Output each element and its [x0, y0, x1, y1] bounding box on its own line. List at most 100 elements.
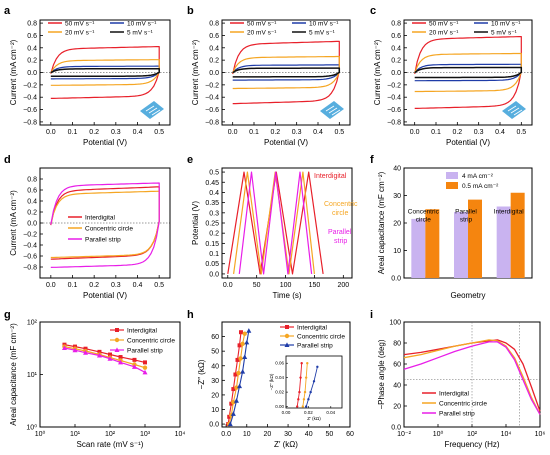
- inset-point: [299, 376, 302, 379]
- y-tick-label: −0.2: [23, 232, 37, 239]
- y-tick-label: 20: [393, 221, 401, 228]
- inset-y-tick-label: 0.06: [275, 361, 284, 366]
- panel-letter-i: i: [370, 309, 373, 321]
- legend-label: 50 mV s⁻¹: [247, 21, 277, 28]
- curve-annotation: Parallel: [328, 229, 352, 236]
- data-point: [132, 357, 137, 362]
- x-tick-label: 0.1: [68, 282, 78, 289]
- x-tick-label: 10²: [105, 431, 116, 438]
- x-tick-label: 0.3: [111, 129, 121, 136]
- rate-curve: [64, 347, 146, 373]
- y-tick-label: 0.4: [391, 45, 401, 52]
- panel-e: 0.0 50 100 150 200 0.0 0.05 0.1 0.15 0.2 0.25 0.3 0.…: [191, 167, 358, 300]
- device-electrode-lines: [325, 105, 341, 116]
- y-tick-label: −0.6: [23, 254, 37, 261]
- legend-label: 20 mV s⁻¹: [429, 30, 459, 37]
- y-tick-label: 0.15: [205, 241, 219, 248]
- y-tick-label: 0.1: [209, 251, 219, 258]
- y-tick-label: −0.4: [205, 95, 219, 102]
- curve-annotation: Concentric: [324, 201, 358, 208]
- y-tick-label: 0.2: [391, 58, 401, 65]
- y-tick-label: −0.4: [23, 243, 37, 250]
- y-axis-label: Current (mA cm⁻²): [9, 39, 18, 105]
- y-tick-label: 40: [393, 166, 401, 173]
- inset-point: [297, 398, 300, 401]
- y-tick-label: −0.2: [387, 82, 401, 89]
- x-axis-label: Potential (V): [83, 291, 127, 300]
- y-tick-label: 0.0: [391, 425, 401, 432]
- y-tick-label: 0.0: [391, 276, 401, 283]
- device-icon: [502, 101, 526, 119]
- x-tick-label: 0.4: [495, 129, 505, 136]
- data-point: [237, 343, 242, 348]
- data-point: [142, 365, 148, 370]
- y-tick-label: −0.2: [205, 82, 219, 89]
- data-point: [118, 355, 123, 360]
- legend-swatch: [446, 172, 458, 179]
- x-tick-label: 0.2: [452, 129, 462, 136]
- phase-curve: [403, 341, 541, 415]
- x-axis-label: Z′ (kΩ): [274, 440, 298, 449]
- data-point: [242, 354, 248, 359]
- y-tick-label: 10²: [27, 320, 38, 327]
- x-tick-label: 10⁴: [501, 431, 512, 438]
- data-point: [284, 342, 290, 347]
- cv-curve: [414, 52, 522, 93]
- inset-point: [302, 398, 306, 401]
- x-tick-label: 10⁰: [433, 430, 444, 438]
- panel-a: 0.0 0.1 0.2 0.3 0.4 0.5 −0.8 −0.6 −0.4 −0.2 0.0 0.2…: [9, 19, 171, 147]
- panel-b: 0.0 0.1 0.2 0.3 0.4 0.5 −0.8 −0.6 −0.4 −0.2 0.0 0.2…: [191, 19, 351, 147]
- x-tick-label: 10⁶: [535, 431, 546, 438]
- x-tick-label: 200: [337, 282, 349, 289]
- y-tick-label: 0.8: [27, 21, 37, 28]
- inset-point: [296, 405, 299, 408]
- inset-point: [300, 362, 303, 365]
- data-point: [72, 347, 78, 353]
- panel-letter-a: a: [4, 5, 11, 17]
- inset-x-label: Z′ (kΩ): [307, 416, 321, 421]
- y-axis-label: Current (mA cm⁻²): [191, 39, 200, 105]
- x-axis-label: Potential (V): [264, 138, 308, 147]
- x-tick-label: 0.3: [474, 129, 484, 136]
- nyquist-inset: 0.00 0.02 0.04 0.00 0.02 0.04 0.06 Z′ (kΩ) −Z″ (…: [269, 355, 343, 421]
- y-tick-label: 0.0: [391, 70, 401, 77]
- x-tick-label: 0.0: [221, 431, 231, 438]
- y-tick-label: 0.35: [205, 200, 219, 207]
- y-tick-label: 0.0: [209, 422, 219, 429]
- category-label: Parallel: [455, 209, 477, 216]
- data-point: [230, 411, 236, 416]
- data-point: [227, 414, 232, 419]
- y-axis-label: Potential (V): [191, 201, 200, 245]
- y-tick-label: 20: [211, 392, 219, 399]
- x-tick-label: 0.3: [111, 282, 121, 289]
- legend-label: Interdigital: [439, 391, 470, 398]
- y-axis-label: Areal capacitance (mF cm⁻²): [9, 323, 18, 426]
- legend-label: 10 mV s⁻¹: [491, 21, 521, 28]
- legend-label: 5 mV s⁻¹: [127, 30, 154, 37]
- bar: [425, 209, 440, 278]
- y-tick-label: 0.6: [27, 188, 37, 195]
- y-tick-label: 80: [393, 341, 401, 348]
- panel-g: 10⁰ 10¹ 10² 10³ 10⁴ 10⁰ 10¹ 10² Scan rate (mV s⁻…: [9, 320, 185, 450]
- y-tick-label: 0.0: [27, 70, 37, 77]
- bar: [454, 212, 468, 278]
- device-electrode-lines: [145, 105, 161, 116]
- inset-y-tick-label: 0.02: [275, 390, 284, 395]
- panel-letter-d: d: [4, 154, 11, 166]
- x-tick-label: 0.2: [89, 129, 99, 136]
- x-tick-label: 50: [253, 282, 261, 289]
- nyquist-curve: [228, 333, 246, 425]
- legend-label: Concentric circle: [85, 226, 133, 233]
- x-axis-label: Potential (V): [446, 138, 490, 147]
- panel-letter-h: h: [187, 309, 194, 321]
- x-tick-label: 0.4: [133, 129, 143, 136]
- x-tick-label: 0.5: [334, 129, 344, 136]
- y-tick-label: 30: [393, 193, 401, 200]
- inset-y-tick-label: 0.00: [275, 404, 284, 409]
- data-point: [237, 383, 243, 389]
- legend-label: Concentric circle: [297, 334, 345, 341]
- data-point: [231, 400, 236, 405]
- inset-point: [309, 390, 312, 394]
- data-point: [83, 350, 89, 355]
- legend-label: Parallel strip: [439, 411, 475, 418]
